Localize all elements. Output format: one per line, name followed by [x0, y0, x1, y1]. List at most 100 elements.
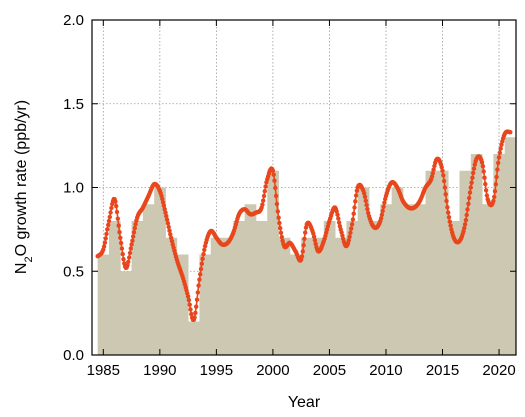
bar — [97, 254, 110, 355]
line-point — [274, 201, 280, 207]
line-point — [466, 201, 471, 206]
line-point — [186, 297, 192, 303]
line-point — [115, 216, 121, 221]
line-point — [118, 235, 123, 240]
line-point — [348, 230, 353, 235]
line-point — [498, 146, 503, 151]
line-point — [339, 230, 344, 235]
line-point — [187, 302, 192, 307]
line-point — [272, 178, 277, 183]
bar — [323, 221, 336, 355]
line-point — [118, 240, 124, 246]
line-point — [444, 198, 449, 204]
x-tick-label: 1985 — [87, 362, 120, 379]
line-point — [492, 189, 498, 194]
bar — [312, 237, 325, 355]
line-point — [161, 203, 167, 208]
bar — [131, 221, 144, 355]
line-point — [120, 251, 125, 257]
line-point — [446, 215, 452, 220]
line-point — [273, 193, 279, 199]
line-point — [347, 234, 352, 239]
line-point — [431, 167, 436, 172]
x-tick-label: 2000 — [256, 362, 289, 379]
bar — [176, 254, 189, 355]
line-point — [483, 181, 488, 187]
y-axis-title: N2O growth rate (ppb/yr) — [13, 100, 35, 274]
line-point — [202, 247, 207, 253]
line-point — [129, 242, 134, 247]
line-point — [467, 190, 473, 195]
line-point — [117, 230, 122, 235]
line-point — [162, 207, 167, 212]
line-point — [196, 283, 201, 288]
line-point — [462, 222, 468, 227]
line-point — [125, 263, 130, 268]
line-point — [463, 217, 469, 223]
bar — [188, 321, 200, 355]
line-point — [116, 223, 121, 228]
line-point — [200, 256, 205, 261]
line-point — [448, 223, 453, 228]
line-point — [499, 142, 504, 147]
line-point — [442, 185, 448, 190]
line-point — [262, 189, 267, 194]
line-point — [313, 241, 318, 247]
bar — [335, 237, 347, 355]
line-point — [260, 202, 265, 207]
line-point — [271, 172, 276, 177]
line-point — [198, 266, 204, 272]
line-point — [263, 184, 268, 189]
line-point — [472, 162, 477, 167]
line-point — [127, 250, 133, 256]
line-point — [192, 315, 197, 320]
line-point — [354, 188, 360, 193]
line-point — [119, 246, 125, 251]
line-point — [276, 215, 281, 220]
line-point — [103, 236, 108, 241]
bar — [470, 154, 483, 355]
line-point — [362, 194, 368, 199]
x-tick-label: 1990 — [143, 362, 176, 379]
line-point — [349, 226, 354, 231]
line-point — [101, 244, 107, 249]
line-point — [302, 236, 307, 241]
line-point — [335, 212, 340, 217]
line-point — [497, 150, 502, 155]
line-point — [261, 198, 266, 203]
line-point — [351, 211, 356, 216]
line-point — [470, 175, 475, 180]
x-tick-label: 2020 — [482, 362, 515, 379]
line-point — [300, 249, 305, 254]
line-point — [430, 171, 435, 176]
line-point — [105, 227, 110, 232]
line-point — [114, 209, 120, 215]
line-point — [301, 243, 306, 248]
bar — [346, 221, 359, 355]
line-point — [277, 220, 282, 226]
line-point — [130, 238, 135, 243]
line-point — [106, 222, 111, 228]
line-point — [168, 232, 173, 237]
line-point — [303, 225, 309, 230]
bar — [199, 254, 212, 355]
line-point — [164, 217, 170, 222]
line-point — [108, 210, 113, 215]
line-point — [126, 259, 131, 264]
line-point — [113, 199, 118, 204]
y-tick-label: 0.0 — [63, 347, 84, 364]
x-tick-label: 2015 — [426, 362, 459, 379]
line-point — [441, 178, 447, 184]
line-point — [133, 222, 138, 227]
line-point — [446, 210, 451, 215]
line-point — [275, 209, 280, 214]
bar — [402, 204, 415, 355]
line-point — [491, 198, 496, 204]
line-point — [508, 130, 513, 135]
line-point — [131, 234, 136, 239]
y-tick-label: 2.0 — [63, 12, 84, 29]
bar — [414, 204, 426, 355]
line-point — [352, 205, 357, 210]
bar — [233, 221, 246, 355]
line-point — [107, 214, 113, 220]
